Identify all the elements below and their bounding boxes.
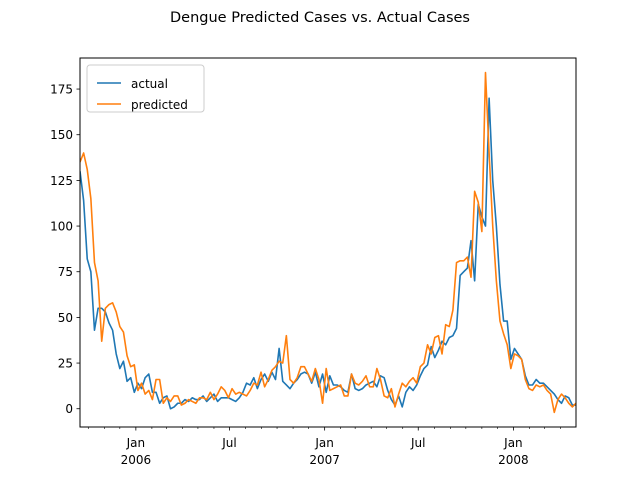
plot-area [80, 58, 576, 427]
y-tick-label: 75 [58, 265, 73, 279]
legend: actual predicted [86, 64, 205, 113]
x-tick-label: Jul [221, 436, 236, 450]
x-tick-label: Jan [126, 436, 146, 450]
y-tick-label: 175 [50, 83, 73, 97]
series-layer [80, 71, 576, 414]
y-tick-label: 100 [50, 220, 73, 234]
legend-label-predicted: predicted [131, 98, 188, 112]
y-tick-label: 150 [50, 128, 73, 142]
x-tick-label: Jan [503, 436, 523, 450]
y-tick-label: 0 [65, 402, 73, 416]
series-line-predicted [80, 71, 576, 414]
x-tick-label: Jul [410, 436, 425, 450]
legend-box [86, 64, 205, 113]
y-tick-label: 25 [58, 357, 73, 371]
x-tick-year-label: 2008 [498, 453, 529, 467]
chart-title: Dengue Predicted Cases vs. Actual Cases [170, 10, 470, 26]
x-tick-year-label: 2006 [121, 453, 152, 467]
x-tick-year-label: 2007 [309, 453, 340, 467]
y-tick-label: 125 [50, 174, 73, 188]
legend-label-actual: actual [131, 77, 168, 91]
y-tick-label: 50 [58, 311, 73, 325]
axes: 0 25 50 75 100 125 150 175 Jan 2006 Jul Jan 2007 Jul J… [50, 83, 561, 467]
x-tick-label: Jan [314, 436, 334, 450]
plot-frame [79, 57, 577, 428]
